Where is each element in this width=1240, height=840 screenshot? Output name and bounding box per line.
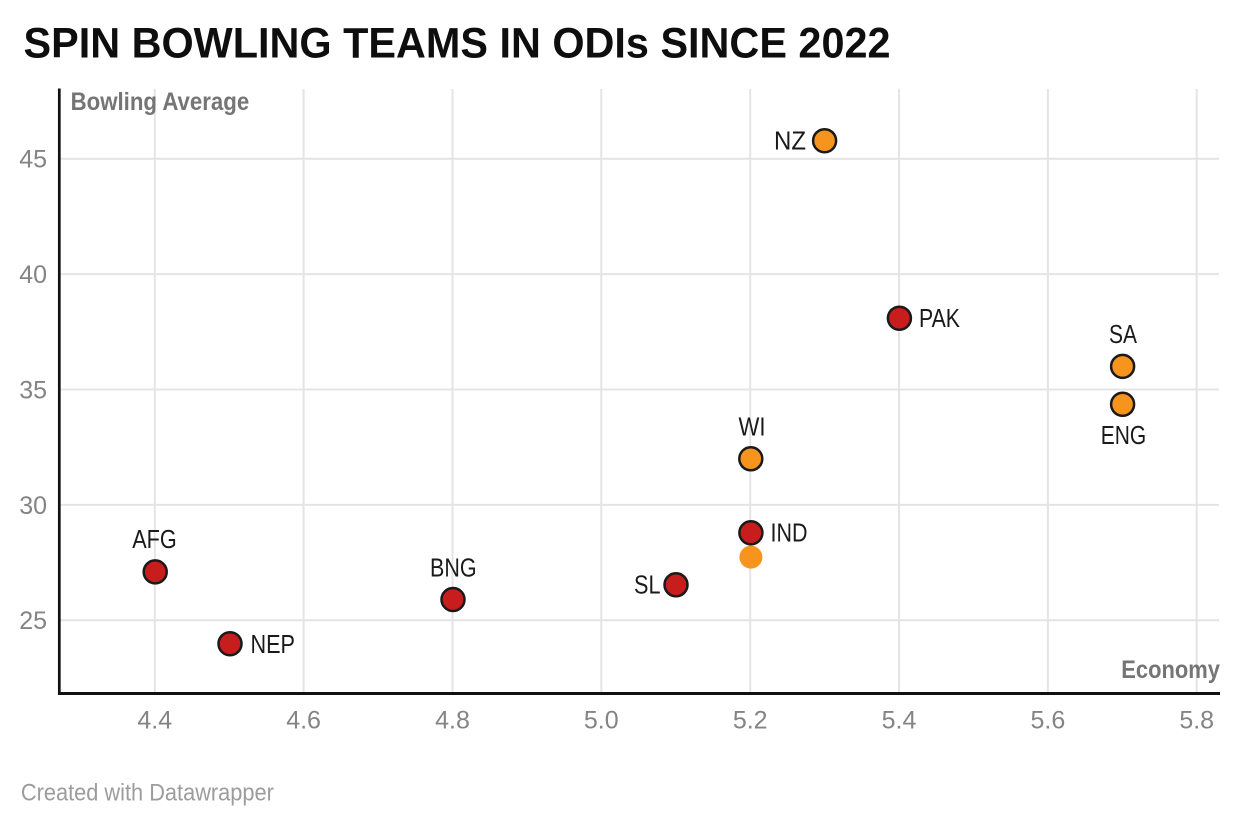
svg-text:NEP: NEP — [251, 629, 296, 659]
svg-text:5.6: 5.6 — [1031, 707, 1066, 735]
svg-text:Economy: Economy — [1121, 656, 1220, 684]
svg-text:4.4: 4.4 — [137, 707, 172, 735]
svg-text:IND: IND — [771, 518, 808, 548]
svg-text:40: 40 — [19, 261, 47, 289]
svg-text:AFG: AFG — [132, 524, 177, 554]
svg-text:35: 35 — [19, 376, 47, 404]
svg-text:BNG: BNG — [430, 552, 477, 582]
svg-text:PAK: PAK — [919, 303, 961, 333]
svg-text:ENG: ENG — [1101, 420, 1147, 450]
svg-text:WI: WI — [739, 411, 766, 441]
svg-text:NZ: NZ — [774, 126, 806, 156]
svg-text:4.6: 4.6 — [286, 707, 321, 735]
svg-text:Bowling Average: Bowling Average — [71, 88, 250, 116]
svg-text:25: 25 — [19, 607, 47, 635]
svg-text:4.8: 4.8 — [435, 707, 470, 735]
svg-text:Created with Datawrapper: Created with Datawrapper — [21, 779, 274, 806]
svg-text:5.2: 5.2 — [733, 707, 768, 735]
svg-text:45: 45 — [19, 146, 47, 174]
svg-text:SL: SL — [634, 570, 661, 600]
svg-text:5.4: 5.4 — [882, 707, 917, 735]
svg-text:5.0: 5.0 — [584, 707, 619, 735]
svg-text:SA: SA — [1109, 319, 1138, 349]
svg-text:SPIN BOWLING TEAMS IN ODIs SIN: SPIN BOWLING TEAMS IN ODIs SINCE 2022 — [24, 19, 891, 67]
svg-text:5.8: 5.8 — [1179, 707, 1214, 735]
svg-text:30: 30 — [19, 492, 47, 520]
